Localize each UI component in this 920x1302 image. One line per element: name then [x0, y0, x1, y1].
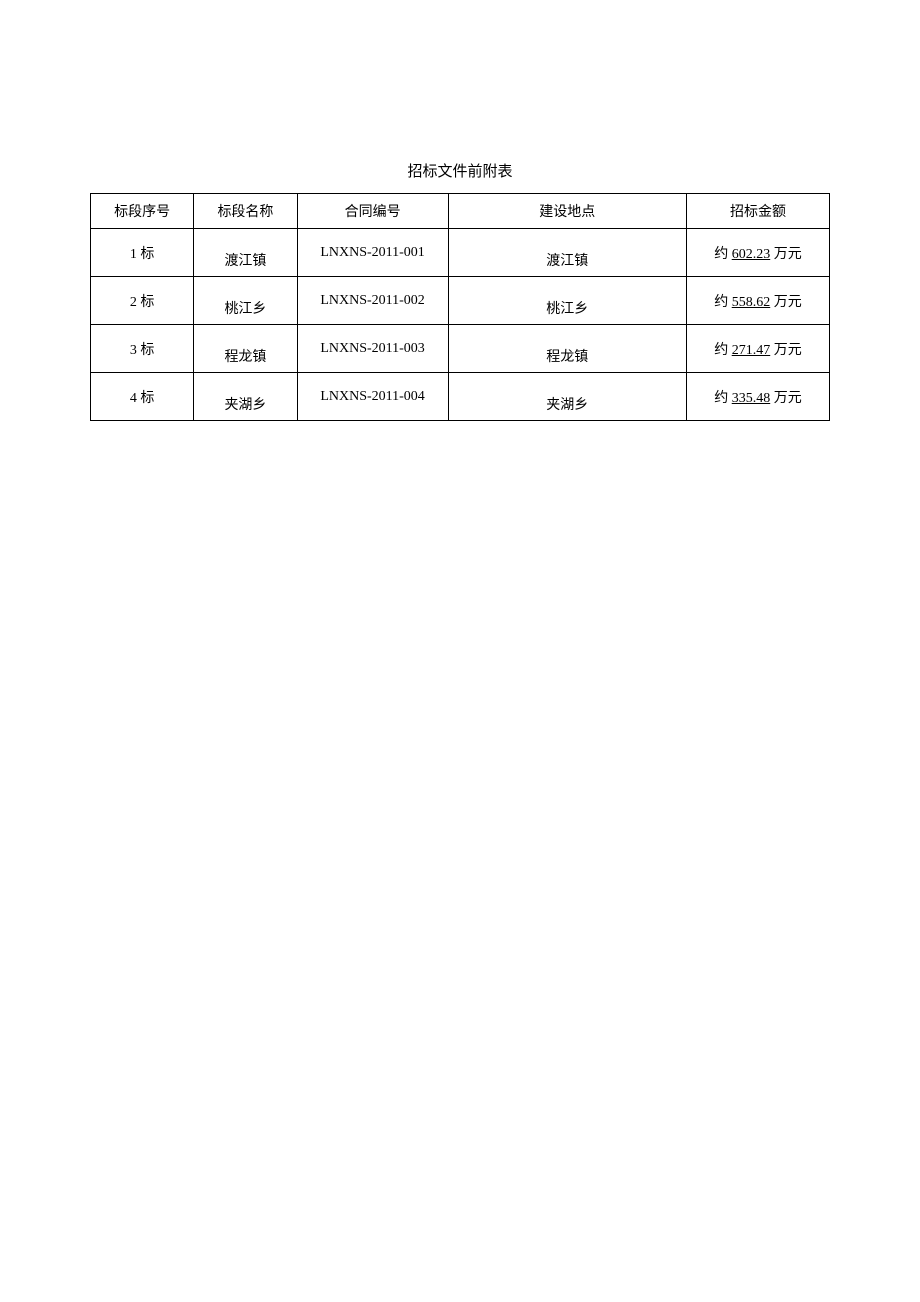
header-seq: 标段序号: [91, 194, 194, 229]
amount-suffix: 万元: [770, 295, 802, 310]
table-row: 2 标 桃江乡 LNXNS-2011-002 桃江乡 约 558.62 万元: [91, 277, 830, 325]
cell-contract: LNXNS-2011-002: [297, 277, 448, 325]
cell-location: 夹湖乡: [448, 373, 686, 421]
cell-location: 桃江乡: [448, 277, 686, 325]
cell-name: 桃江乡: [194, 277, 297, 325]
cell-name: 夹湖乡: [194, 373, 297, 421]
table-row: 1 标 渡江镇 LNXNS-2011-001 渡江镇 约 602.23 万元: [91, 229, 830, 277]
table-row: 4 标 夹湖乡 LNXNS-2011-004 夹湖乡 约 335.48 万元: [91, 373, 830, 421]
bid-table: 标段序号 标段名称 合同编号 建设地点 招标金额 1 标 渡江镇 LNXNS-2…: [90, 193, 830, 421]
cell-location: 程龙镇: [448, 325, 686, 373]
cell-contract: LNXNS-2011-004: [297, 373, 448, 421]
amount-prefix: 约: [714, 247, 732, 262]
cell-seq: 1 标: [91, 229, 194, 277]
header-name: 标段名称: [194, 194, 297, 229]
amount-suffix: 万元: [770, 391, 802, 406]
cell-name: 程龙镇: [194, 325, 297, 373]
cell-contract: LNXNS-2011-001: [297, 229, 448, 277]
amount-value: 602.23: [732, 247, 771, 262]
cell-amount: 约 335.48 万元: [686, 373, 829, 421]
amount-suffix: 万元: [770, 247, 802, 262]
header-contract: 合同编号: [297, 194, 448, 229]
cell-amount: 约 271.47 万元: [686, 325, 829, 373]
cell-contract: LNXNS-2011-003: [297, 325, 448, 373]
amount-value: 558.62: [732, 295, 771, 310]
cell-amount: 约 602.23 万元: [686, 229, 829, 277]
amount-suffix: 万元: [770, 343, 802, 358]
amount-prefix: 约: [714, 391, 732, 406]
amount-prefix: 约: [714, 295, 732, 310]
cell-seq: 4 标: [91, 373, 194, 421]
cell-seq: 3 标: [91, 325, 194, 373]
cell-seq: 2 标: [91, 277, 194, 325]
cell-location: 渡江镇: [448, 229, 686, 277]
header-location: 建设地点: [448, 194, 686, 229]
cell-name: 渡江镇: [194, 229, 297, 277]
amount-value: 271.47: [732, 343, 771, 358]
document-title: 招标文件前附表: [90, 160, 830, 181]
table-header-row: 标段序号 标段名称 合同编号 建设地点 招标金额: [91, 194, 830, 229]
cell-amount: 约 558.62 万元: [686, 277, 829, 325]
amount-prefix: 约: [714, 343, 732, 358]
amount-value: 335.48: [732, 391, 771, 406]
table-row: 3 标 程龙镇 LNXNS-2011-003 程龙镇 约 271.47 万元: [91, 325, 830, 373]
header-amount: 招标金额: [686, 194, 829, 229]
